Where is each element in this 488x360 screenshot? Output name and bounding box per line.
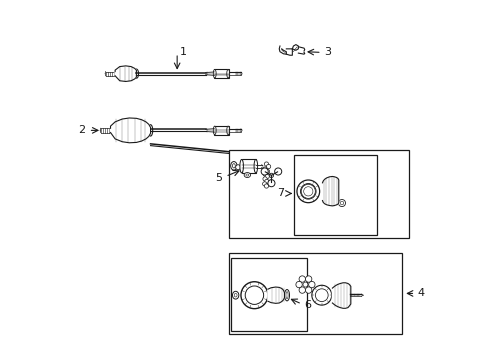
Circle shape: [311, 285, 331, 305]
Text: 4: 4: [417, 288, 424, 298]
Ellipse shape: [134, 69, 138, 78]
Circle shape: [264, 179, 268, 184]
Circle shape: [274, 168, 281, 175]
Bar: [228, 150, 408, 238]
Circle shape: [301, 184, 315, 198]
Ellipse shape: [284, 289, 289, 301]
Circle shape: [263, 177, 266, 181]
Bar: [241, 159, 255, 173]
Ellipse shape: [232, 291, 238, 299]
Polygon shape: [267, 287, 284, 303]
Circle shape: [315, 289, 327, 302]
Polygon shape: [110, 118, 150, 143]
Text: 7: 7: [277, 189, 284, 198]
Circle shape: [299, 276, 305, 282]
Circle shape: [305, 287, 311, 293]
Polygon shape: [322, 176, 338, 206]
Ellipse shape: [340, 201, 343, 205]
Ellipse shape: [234, 293, 237, 297]
Bar: [214, 126, 228, 135]
Ellipse shape: [244, 172, 250, 177]
Circle shape: [267, 180, 274, 187]
Polygon shape: [115, 66, 136, 81]
Ellipse shape: [230, 162, 237, 170]
Ellipse shape: [240, 159, 243, 173]
Ellipse shape: [213, 126, 216, 135]
Ellipse shape: [148, 125, 152, 136]
Ellipse shape: [285, 292, 287, 299]
Circle shape: [299, 287, 305, 293]
Circle shape: [262, 182, 266, 186]
Text: 5: 5: [214, 173, 222, 183]
Circle shape: [235, 165, 240, 170]
Circle shape: [266, 165, 270, 168]
Polygon shape: [332, 283, 350, 308]
Circle shape: [265, 169, 269, 174]
Text: 2: 2: [78, 125, 85, 135]
Circle shape: [263, 172, 266, 176]
Text: 3: 3: [324, 47, 330, 57]
Circle shape: [264, 184, 268, 188]
Circle shape: [300, 184, 315, 199]
Bar: [228, 253, 402, 334]
Circle shape: [244, 286, 263, 305]
Circle shape: [264, 162, 268, 166]
Ellipse shape: [213, 69, 216, 78]
Ellipse shape: [254, 159, 257, 173]
Circle shape: [263, 167, 266, 171]
Circle shape: [303, 282, 307, 287]
Ellipse shape: [226, 69, 229, 78]
Circle shape: [264, 174, 269, 179]
Circle shape: [241, 282, 267, 309]
Circle shape: [305, 276, 311, 282]
Text: 6: 6: [304, 300, 310, 310]
Circle shape: [308, 282, 314, 288]
Text: 1: 1: [180, 47, 186, 57]
Circle shape: [269, 173, 273, 177]
Circle shape: [295, 282, 302, 288]
Circle shape: [303, 187, 312, 196]
Ellipse shape: [245, 174, 248, 176]
Circle shape: [296, 180, 319, 203]
Bar: [293, 155, 377, 235]
Ellipse shape: [226, 126, 229, 135]
Ellipse shape: [232, 164, 235, 168]
Ellipse shape: [338, 199, 345, 207]
Bar: [214, 69, 228, 78]
Circle shape: [261, 168, 268, 175]
Bar: [230, 258, 306, 330]
